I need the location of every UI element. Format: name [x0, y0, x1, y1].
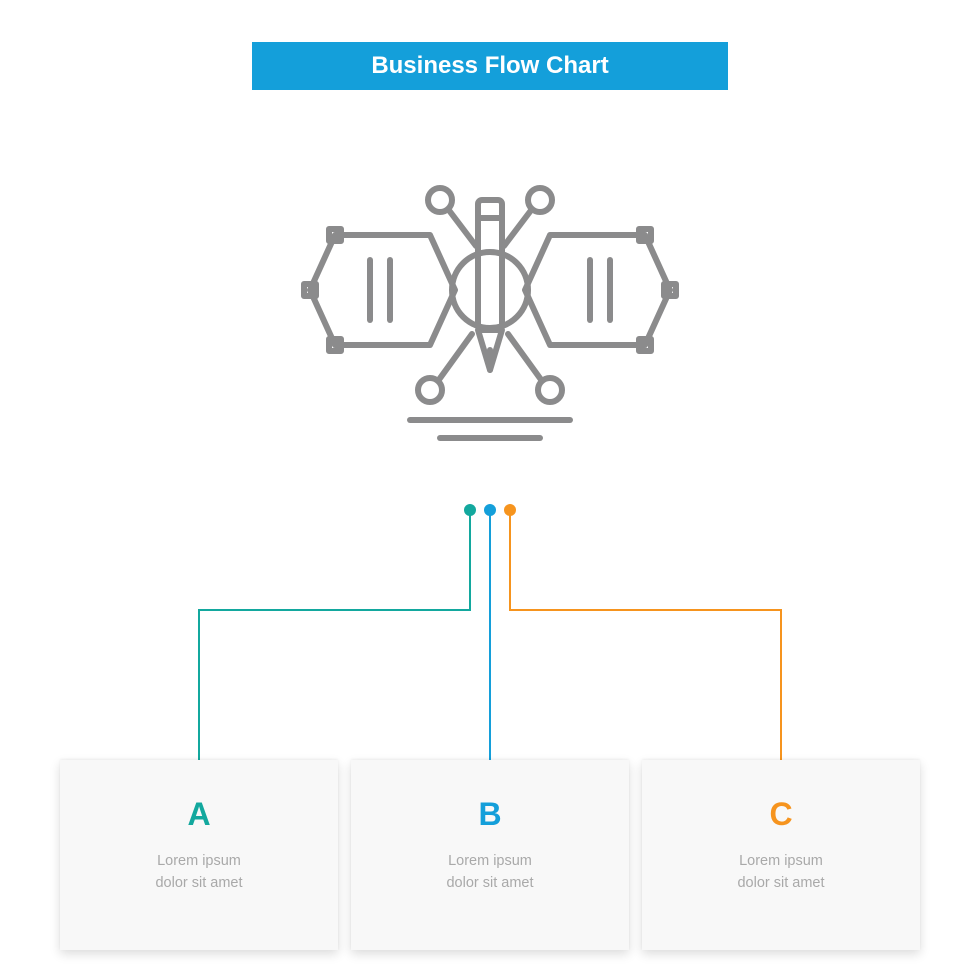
card-body-line: dolor sit amet	[446, 873, 533, 895]
title-text: Business Flow Chart	[371, 52, 608, 80]
connector-dot-c	[504, 504, 516, 516]
card-body-text: Lorem ipsumdolor sit amet	[715, 851, 846, 895]
infographic-canvas: Business Flow Chart	[0, 0, 980, 980]
option-card-a: A Lorem ipsumdolor sit amet	[60, 760, 338, 950]
card-body-line: Lorem ipsum	[737, 851, 824, 873]
option-card-c: C Lorem ipsumdolor sit amet	[642, 760, 920, 950]
card-body-line: Lorem ipsum	[446, 851, 533, 873]
card-body-line: dolor sit amet	[737, 873, 824, 895]
card-letter: A	[187, 796, 210, 833]
pencil-design-icon	[280, 180, 700, 460]
connector-dot-b	[484, 504, 496, 516]
title-band: Business Flow Chart	[252, 42, 728, 90]
connector-path-c	[510, 510, 781, 780]
card-letter: C	[769, 796, 792, 833]
card-body-line: dolor sit amet	[155, 873, 242, 895]
card-body-line: Lorem ipsum	[155, 851, 242, 873]
card-body-text: Lorem ipsumdolor sit amet	[424, 851, 555, 895]
card-letter: B	[478, 796, 501, 833]
connector-dot-a	[464, 504, 476, 516]
hero-icon-wrap	[0, 180, 980, 460]
cards-row: ALorem ipsumdolor sit ametBLorem ipsumdo…	[60, 760, 920, 950]
option-card-b: B Lorem ipsumdolor sit amet	[351, 760, 629, 950]
card-body-text: Lorem ipsumdolor sit amet	[133, 851, 264, 895]
connector-path-a	[199, 510, 470, 780]
